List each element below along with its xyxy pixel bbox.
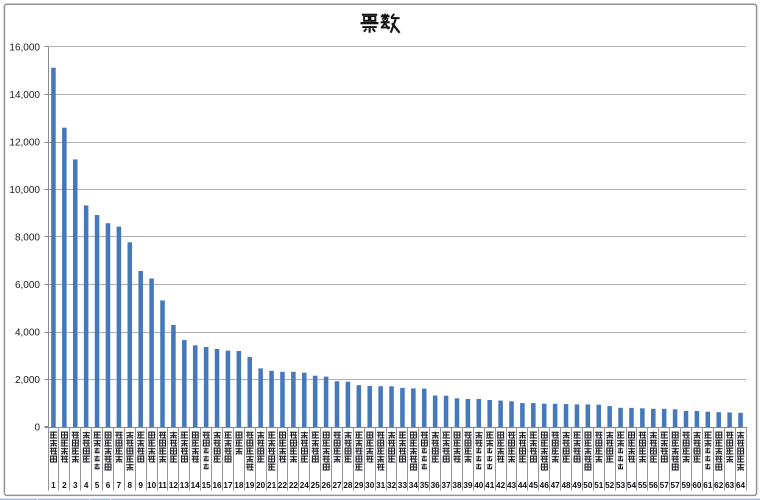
svg-text:26: 26 [322, 481, 332, 490]
svg-text:10: 10 [147, 481, 157, 490]
svg-text:36: 36 [431, 481, 441, 490]
svg-text:16,000: 16,000 [9, 43, 40, 54]
svg-text:50: 50 [583, 481, 593, 490]
svg-text:8: 8 [128, 481, 133, 490]
svg-text:41: 41 [485, 481, 495, 490]
svg-text:6: 6 [106, 481, 111, 490]
svg-text:21: 21 [267, 481, 277, 490]
svg-text:43: 43 [507, 481, 517, 490]
svg-text:29: 29 [354, 481, 364, 490]
svg-text:57: 57 [671, 481, 681, 490]
svg-text:7: 7 [117, 481, 122, 490]
svg-text:53: 53 [616, 481, 626, 490]
svg-text:52: 52 [605, 481, 615, 490]
svg-text:42: 42 [496, 481, 506, 490]
svg-text:24: 24 [300, 481, 310, 490]
svg-text:27: 27 [332, 481, 342, 490]
svg-text:1: 1 [51, 481, 56, 490]
svg-text:19: 19 [245, 481, 255, 490]
svg-text:35: 35 [420, 481, 430, 490]
svg-text:34: 34 [409, 481, 419, 490]
svg-text:60: 60 [692, 481, 702, 490]
svg-text:14,000: 14,000 [9, 90, 40, 101]
svg-text:8,000: 8,000 [15, 233, 40, 244]
svg-text:28: 28 [343, 481, 353, 490]
svg-text:57: 57 [660, 481, 670, 490]
svg-text:40: 40 [474, 481, 484, 490]
svg-text:32: 32 [387, 481, 397, 490]
svg-text:4: 4 [84, 481, 89, 490]
svg-text:2: 2 [62, 481, 67, 490]
svg-text:62: 62 [714, 481, 724, 490]
svg-text:64: 64 [736, 481, 746, 490]
svg-text:2,000: 2,000 [15, 375, 40, 386]
svg-text:38: 38 [452, 481, 462, 490]
svg-text:10,000: 10,000 [9, 185, 40, 196]
svg-text:25: 25 [311, 481, 321, 490]
svg-text:22: 22 [289, 481, 299, 490]
svg-text:33: 33 [398, 481, 408, 490]
svg-text:18: 18 [234, 481, 244, 490]
svg-text:13: 13 [180, 481, 190, 490]
svg-text:55: 55 [638, 481, 648, 490]
svg-text:45: 45 [529, 481, 539, 490]
svg-text:17: 17 [223, 481, 233, 490]
svg-text:46: 46 [540, 481, 550, 490]
svg-text:11: 11 [158, 481, 167, 490]
svg-text:9: 9 [138, 481, 143, 490]
svg-text:20: 20 [256, 481, 266, 490]
svg-text:0: 0 [34, 423, 40, 434]
svg-text:16: 16 [212, 481, 222, 490]
svg-text:49: 49 [572, 481, 582, 490]
svg-text:39: 39 [463, 481, 473, 490]
svg-text:59: 59 [681, 481, 691, 490]
svg-text:4,000: 4,000 [15, 328, 40, 339]
svg-text:54: 54 [627, 481, 637, 490]
svg-text:15: 15 [202, 481, 212, 490]
svg-text:48: 48 [561, 481, 571, 490]
svg-text:3: 3 [73, 481, 78, 490]
svg-text:14: 14 [191, 481, 201, 490]
svg-text:12: 12 [169, 481, 179, 490]
svg-text:37: 37 [442, 481, 452, 490]
svg-text:30: 30 [365, 481, 375, 490]
svg-text:22: 22 [278, 481, 288, 490]
svg-text:56: 56 [649, 481, 659, 490]
svg-text:6,000: 6,000 [15, 280, 40, 291]
svg-text:44: 44 [518, 481, 528, 490]
svg-text:63: 63 [725, 481, 735, 490]
svg-text:5: 5 [95, 481, 100, 490]
svg-text:47: 47 [551, 481, 561, 490]
svg-text:31: 31 [376, 481, 386, 490]
svg-text:51: 51 [594, 481, 604, 490]
svg-text:12,000: 12,000 [9, 138, 40, 149]
svg-text:61: 61 [703, 481, 713, 490]
